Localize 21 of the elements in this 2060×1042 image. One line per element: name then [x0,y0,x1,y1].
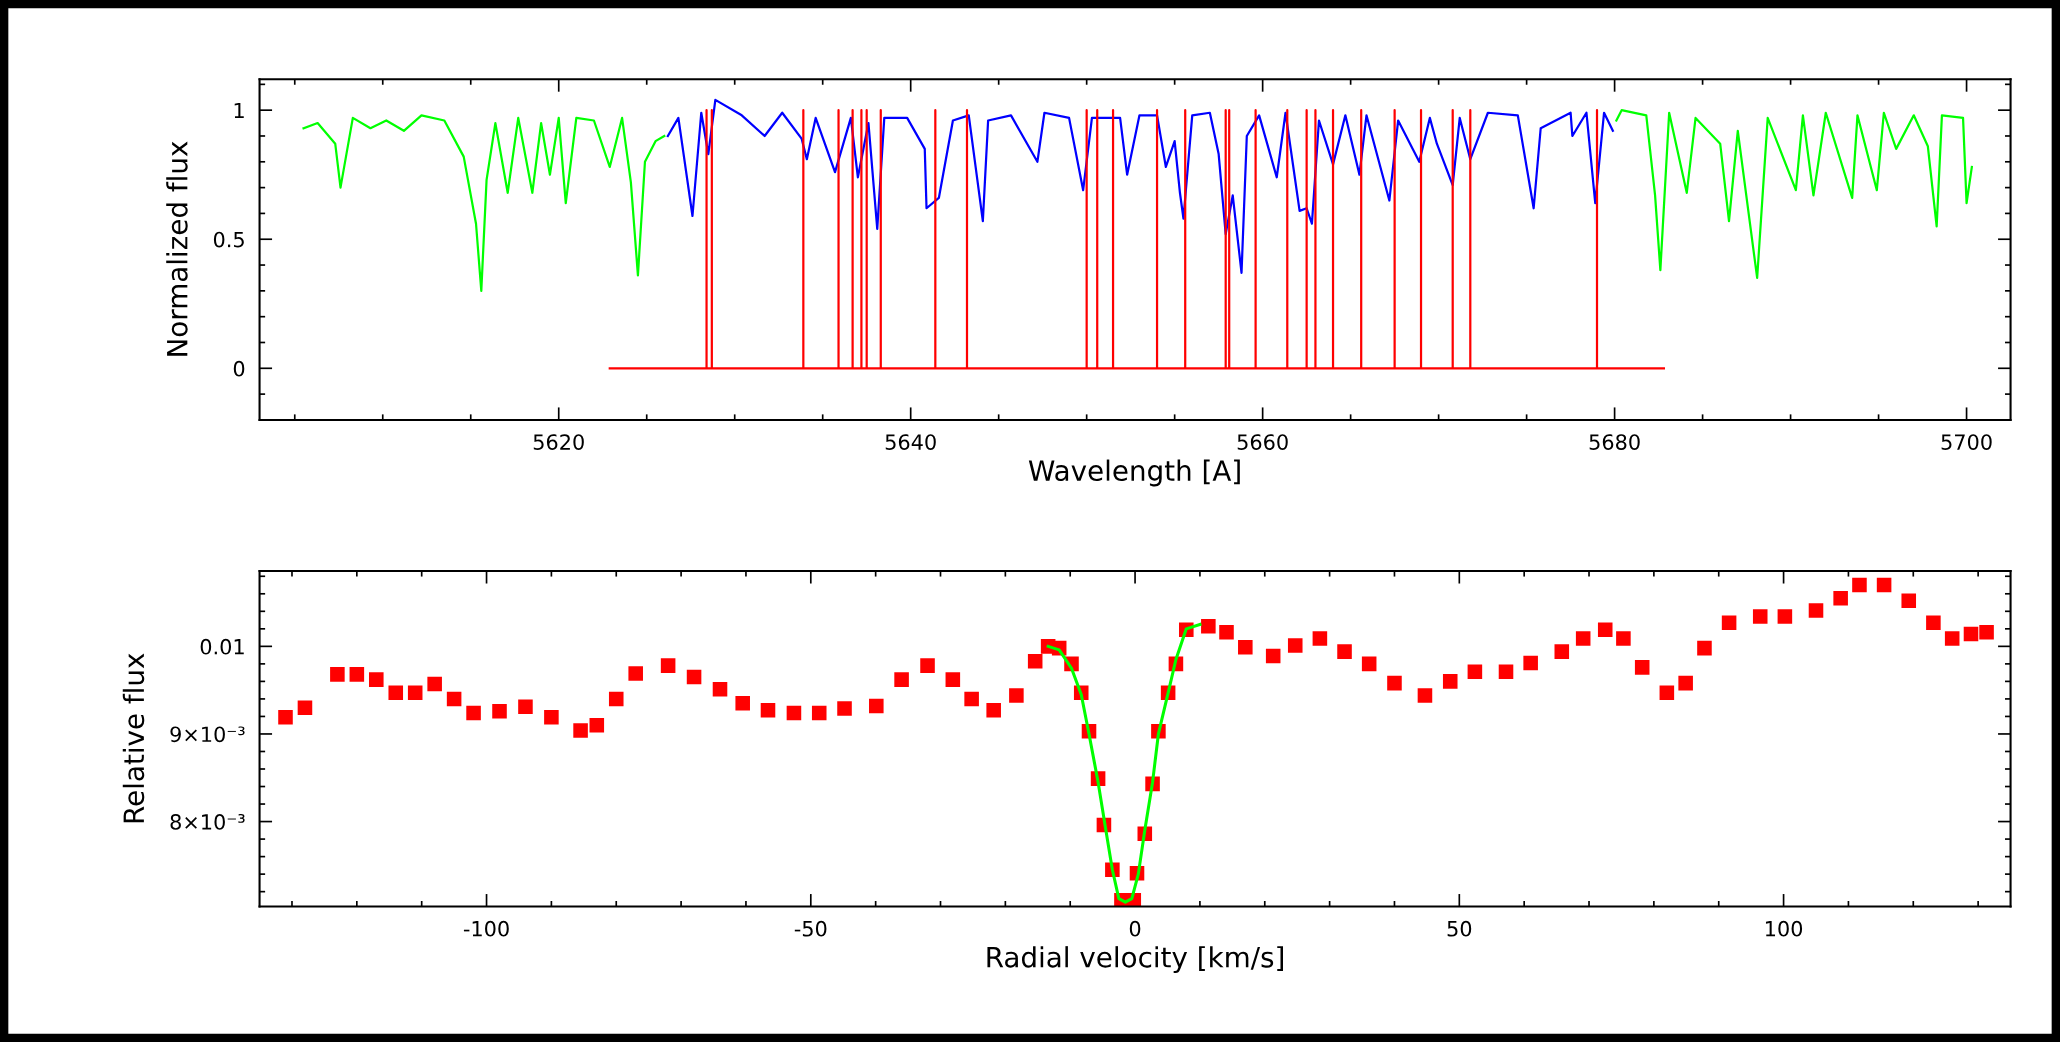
x-axis-title: Radial velocity [km/s] [987,946,1283,974]
x-tick-label: 5700 [1941,434,1992,450]
y-axis-title: Relative flux [122,653,145,823]
y-tick-label: 8×10⁻³ [170,814,245,830]
x-tick-label: -50 [794,920,827,937]
y-tick-label: 0.01 [200,638,244,655]
x-tick-label: 5680 [1589,434,1640,450]
x-tick-label: 5620 [533,434,584,450]
y-tick-label: 1 [234,102,244,119]
y-tick-label: 0.5 [213,231,244,248]
x-axis-title: Wavelength [A] [1028,459,1240,487]
x-tick-label: 50 [1447,920,1472,937]
x-tick-label: 100 [1765,920,1803,937]
y-tick-label: 0 [233,360,245,377]
x-tick-label: 5640 [885,434,936,450]
line-series [666,98,1614,274]
y-tick-label: 9×10⁻³ [170,726,245,743]
x-tick-label: 5660 [1237,434,1288,450]
y-axis-title: Normalized flux [166,141,188,356]
x-tick-label: -100 [463,920,509,937]
x-tick-label: 0 [1129,920,1141,937]
